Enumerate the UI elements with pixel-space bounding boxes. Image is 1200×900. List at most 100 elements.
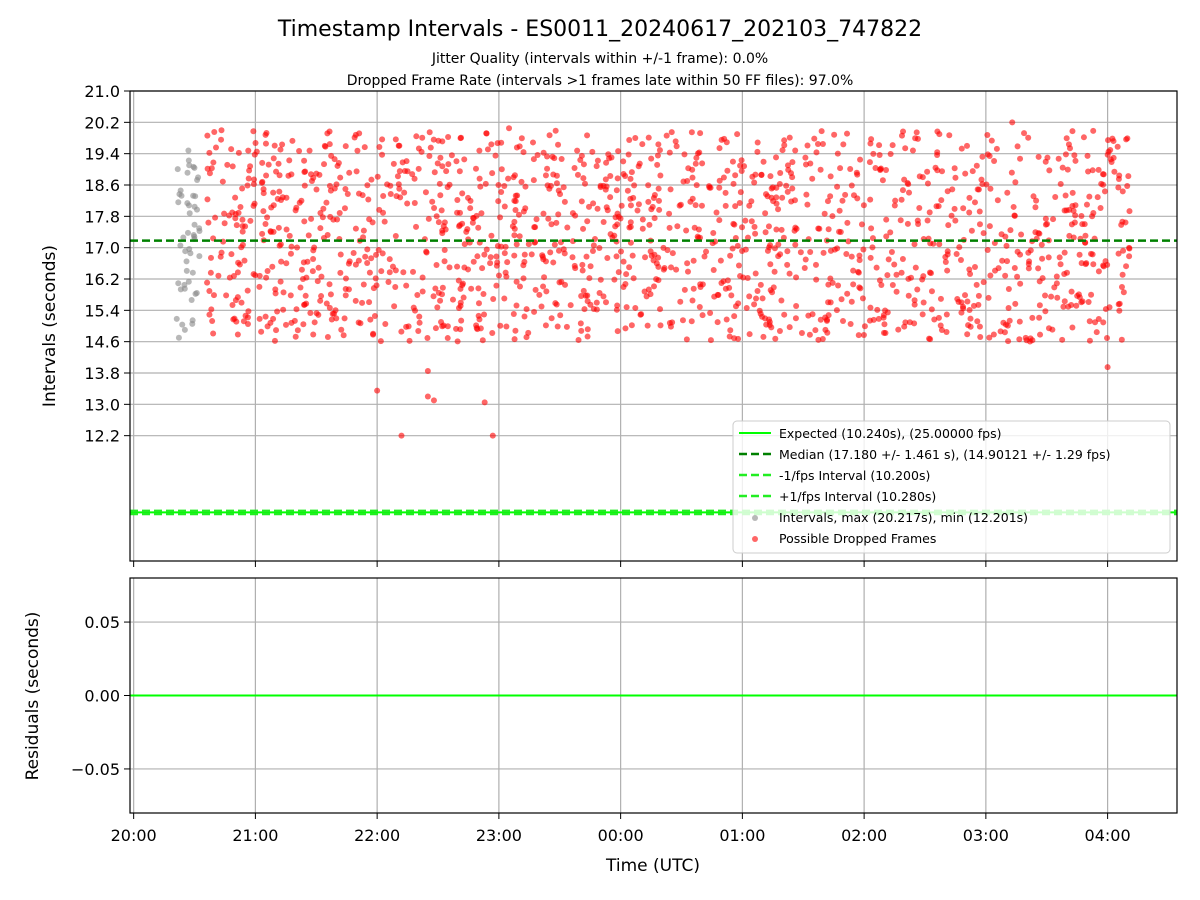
dropped-frame-point <box>370 331 377 338</box>
dropped-frame-point <box>221 220 228 227</box>
dropped-frame-point <box>627 219 634 226</box>
dropped-frame-point <box>432 285 439 292</box>
dropped-frame-point <box>382 321 389 328</box>
dropped-frame-point <box>439 163 446 170</box>
dropped-frame-point <box>987 272 994 279</box>
dropped-frame-point <box>848 298 855 305</box>
interval-point <box>184 200 191 207</box>
top-y-tick-label: 17.8 <box>84 207 120 226</box>
dropped-frame-point <box>927 336 934 343</box>
dropped-frame-point <box>516 233 523 240</box>
dropped-frame-point <box>666 210 673 217</box>
dropped-frame-point <box>396 185 403 192</box>
dropped-frame-point <box>651 191 658 198</box>
dropped-frame-point <box>551 241 558 248</box>
dropped-frame-point <box>489 170 496 177</box>
dropped-frame-point <box>857 285 864 292</box>
dropped-frame-point <box>302 292 309 299</box>
dropped-frame-point <box>855 268 862 275</box>
dropped-frame-point <box>1042 215 1049 222</box>
dropped-frame-point <box>724 167 731 174</box>
dropped-frame-point <box>511 218 518 225</box>
dropped-frame-point <box>1032 229 1039 236</box>
dropped-frame-point <box>233 222 240 229</box>
dropped-frame-point <box>726 284 733 291</box>
dropped-frame-point <box>411 199 418 206</box>
dropped-frame-point <box>928 306 935 313</box>
dropped-frame-point <box>547 182 554 189</box>
dropped-frame-point <box>613 187 620 194</box>
dropped-frame-point <box>797 249 804 256</box>
dropped-frame-point <box>765 223 772 230</box>
dropped-frame-point <box>352 261 359 268</box>
dropped-frame-point <box>1023 337 1030 344</box>
dropped-frame-point <box>229 163 236 170</box>
dropped-frame-point <box>729 158 736 165</box>
dropped-frame-point <box>674 223 681 230</box>
dropped-frame-point <box>433 262 440 269</box>
dropped-frame-point <box>881 321 888 328</box>
dropped-frame-point <box>789 159 796 166</box>
dropped-frame-point <box>839 197 846 204</box>
dropped-frame-point <box>567 302 574 309</box>
dropped-frame-point <box>250 181 257 188</box>
dropped-frame-point <box>596 244 603 251</box>
dropped-frame-point <box>746 202 753 209</box>
dropped-frame-point <box>783 182 790 189</box>
top-y-tick-label: 20.2 <box>84 113 120 132</box>
dropped-frame-point <box>668 264 675 271</box>
dropped-frame-point <box>762 229 769 236</box>
dropped-frame-point <box>1036 314 1043 321</box>
dropped-frame-point <box>785 166 792 173</box>
dropped-frame-point <box>985 294 992 301</box>
x-tick-label: 20:00 <box>111 826 157 845</box>
interval-point <box>175 199 182 206</box>
bottom-y-tick-label: −0.05 <box>71 760 120 779</box>
dropped-frame-point <box>443 168 450 175</box>
dropped-frame-point <box>410 304 417 311</box>
dropped-frame-point <box>769 289 776 296</box>
dropped-frame-point <box>300 321 307 328</box>
dropped-frame-point <box>318 273 325 280</box>
dropped-frame-point <box>751 223 758 230</box>
dropped-frame-point <box>586 275 593 282</box>
dropped-frame-point <box>313 170 320 177</box>
dropped-frame-point <box>351 134 358 141</box>
dropped-frame-point <box>767 261 774 268</box>
dropped-frame-point <box>1097 204 1104 211</box>
dropped-frame-point <box>866 159 873 166</box>
dropped-frame-point <box>259 230 266 237</box>
dropped-frame-point <box>373 282 380 289</box>
dropped-frame-point <box>204 196 211 203</box>
dropped-frame-point <box>734 131 741 138</box>
dropped-frame-point <box>746 293 753 300</box>
dropped-frame-point <box>600 293 607 300</box>
dropped-frame-point <box>995 265 1002 272</box>
dropped-frame-point <box>536 291 543 298</box>
dropped-frame-point <box>298 266 305 273</box>
dropped-frame-point <box>891 261 898 268</box>
dropped-frame-point <box>811 135 818 142</box>
dropped-frame-point <box>345 260 352 267</box>
dropped-frame-point <box>419 274 426 281</box>
dropped-frame-point <box>210 330 217 337</box>
dropped-frame-point <box>651 215 658 222</box>
dropped-frame-point <box>251 200 258 207</box>
dropped-frame-point <box>1078 213 1085 220</box>
dropped-frame-point <box>716 145 723 152</box>
dropped-frame-point <box>454 209 461 216</box>
dropped-frame-point <box>487 260 494 267</box>
dropped-frame-point <box>379 151 386 158</box>
dropped-frame-point <box>602 176 609 183</box>
legend-intervals-label: Intervals, max (20.217s), min (12.201s) <box>779 510 1028 525</box>
dropped-frame-point <box>403 158 410 165</box>
dropped-frame-point <box>952 217 959 224</box>
dropped-frame-point <box>326 128 333 135</box>
dropped-frame-point <box>406 337 413 344</box>
dropped-frame-point <box>292 333 299 340</box>
dropped-frame-point <box>876 142 883 149</box>
interval-point <box>180 234 187 241</box>
dropped-frame-point <box>773 184 780 191</box>
dropped-frame-point <box>1086 318 1093 325</box>
dropped-frame-point <box>580 225 587 232</box>
